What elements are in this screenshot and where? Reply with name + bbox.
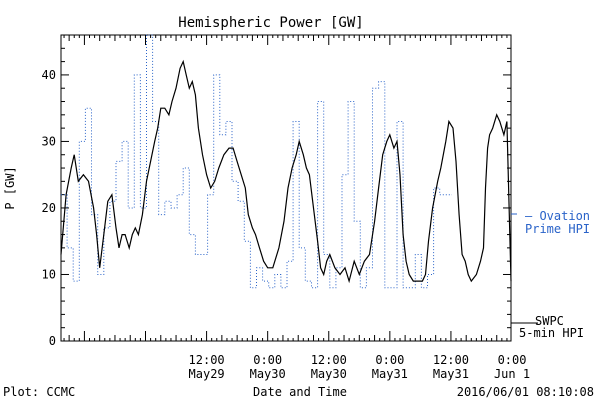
y-axis: 0 10 20 30 40 [42, 34, 511, 348]
x-tick-label-time: 0:00 [375, 353, 404, 367]
series-ovation-prime-hpi [61, 34, 452, 289]
y-tick-label: 0 [49, 334, 56, 348]
legend-swpc-line1: SWPC [535, 314, 564, 328]
legend: — Ovation Prime HPI SWPC 5-min HPI [511, 209, 590, 340]
legend-swpc-line2: 5-min HPI [519, 326, 584, 340]
x-tick-label-time: 0:00 [498, 353, 527, 367]
y-tick-label: 30 [42, 134, 56, 148]
plot-area-frame [60, 34, 512, 342]
series-swpc-5min-hpi [60, 59, 512, 284]
y-axis-label: P [GW] [3, 166, 17, 209]
x-tick-label-time: 12:00 [311, 353, 347, 367]
y-tick-label: 20 [42, 201, 56, 215]
x-tick-label-time: 0:00 [253, 353, 282, 367]
plot-credit: Plot: CCMC [3, 385, 75, 399]
x-tick-label-date: May30 [250, 367, 286, 381]
x-tick-label-time: 12:00 [189, 353, 225, 367]
plot-timestamp: 2016/06/01 08:10:08 [457, 385, 594, 399]
x-tick-label-date: May30 [311, 367, 347, 381]
y-tick-label: 40 [42, 68, 56, 82]
chart-title: Hemispheric Power [GW] [178, 15, 363, 31]
legend-ovation-line1: — Ovation [525, 209, 590, 223]
x-tick-label-date: Jun 1 [494, 367, 530, 381]
x-tick-label-date: May29 [189, 367, 225, 381]
x-tick-label-date: May31 [372, 367, 408, 381]
x-tick-label-time: 12:00 [433, 353, 469, 367]
x-axis: 12:00May290:00May3012:00May300:00May3112… [63, 35, 530, 381]
legend-ovation-line2: Prime HPI [525, 222, 590, 236]
series-layer [60, 34, 512, 289]
x-axis-label: Date and Time [253, 385, 347, 399]
y-tick-label: 10 [42, 267, 56, 281]
x-tick-label-date: May31 [433, 367, 469, 381]
